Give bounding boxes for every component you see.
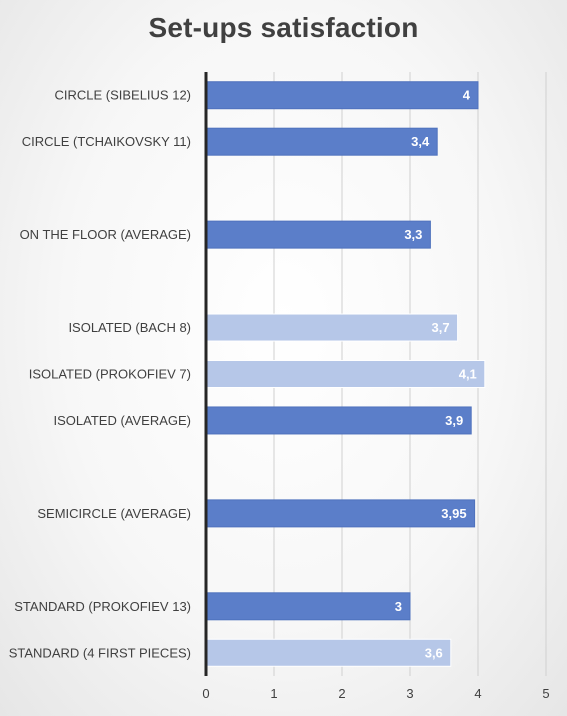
category-label: ISOLATED (AVERAGE) [54,413,192,428]
data-label: 3,7 [432,320,450,335]
data-label: 3,6 [425,645,443,660]
bar [205,406,472,435]
bar [205,592,411,621]
x-tick-label: 2 [338,686,345,701]
bar [205,499,476,528]
bar [205,360,486,388]
x-tick-label: 0 [202,686,209,701]
x-tick-label: 1 [270,686,277,701]
data-label: 3,3 [404,227,422,242]
category-label: STANDARD (4 FIRST PIECES) [9,645,191,660]
data-label: 4,1 [459,367,477,382]
x-tick-label: 3 [406,686,413,701]
category-label: ISOLATED (BACH 8) [68,320,191,335]
bar [205,127,438,156]
data-label: 4 [463,88,471,103]
x-tick-label: 5 [542,686,549,701]
category-label: CIRCLE (TCHAIKOVSKY 11) [22,134,191,149]
data-label: 3,95 [441,506,466,521]
bar [205,220,431,249]
data-label: 3,4 [411,134,430,149]
data-label: 3 [395,599,402,614]
category-label: SEMICIRCLE (AVERAGE) [37,506,191,521]
category-label: ISOLATED (PROKOFIEV 7) [29,367,191,382]
category-label: STANDARD (PROKOFIEV 13) [14,599,191,614]
bar [205,313,459,342]
chart-title: Set-ups satisfaction [148,12,419,43]
category-label: CIRCLE (SIBELIUS 12) [54,88,191,103]
bar [205,638,452,667]
data-label: 3,9 [445,413,463,428]
bar [205,81,479,110]
x-tick-label: 4 [474,686,481,701]
category-label: ON THE FLOOR (AVERAGE) [20,227,191,242]
